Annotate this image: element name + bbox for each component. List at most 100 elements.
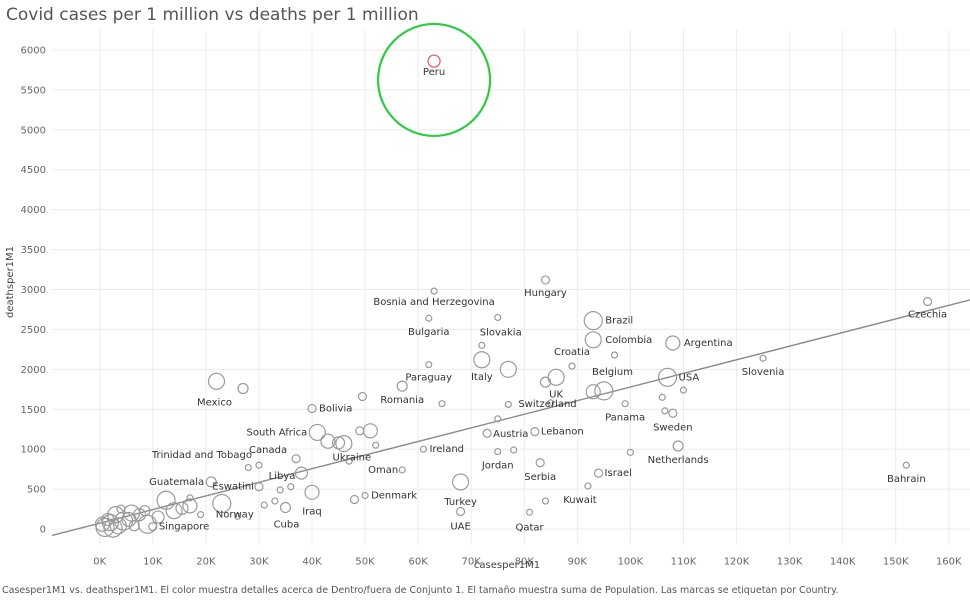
point[interactable] (237, 382, 249, 395)
x-tick-label: 70K (462, 556, 482, 567)
point[interactable] (661, 407, 669, 415)
point[interactable] (101, 512, 115, 527)
point-slovakia[interactable] (494, 313, 502, 322)
point-norway[interactable] (212, 493, 232, 514)
point[interactable] (165, 502, 183, 520)
point[interactable] (271, 497, 279, 505)
point-brazil[interactable] (583, 311, 603, 331)
point-netherlands[interactable] (672, 440, 684, 452)
point[interactable] (626, 448, 634, 456)
point[interactable] (585, 384, 601, 400)
point-label: Argentina (684, 338, 733, 349)
point-paraguay[interactable] (425, 360, 433, 369)
point-kuwait[interactable] (584, 482, 592, 490)
point-switzerland[interactable] (539, 376, 552, 388)
point-qatar[interactable] (525, 508, 534, 516)
point[interactable] (541, 497, 550, 505)
point-hungary[interactable] (540, 275, 551, 285)
point[interactable] (196, 511, 205, 519)
point[interactable] (438, 400, 446, 408)
point-denmark[interactable] (361, 491, 369, 500)
point-trinidad-and-tobago[interactable] (255, 461, 263, 469)
point-croatia[interactable] (568, 362, 576, 370)
point-singapore[interactable] (148, 522, 158, 532)
point-label: Eswatini (212, 482, 254, 493)
point[interactable] (372, 441, 380, 449)
point-austria[interactable] (482, 428, 492, 438)
point-label: Israel (605, 468, 632, 479)
point[interactable] (355, 426, 365, 436)
x-tick-label: 30K (249, 556, 269, 567)
point-argentina[interactable] (665, 335, 681, 351)
point-bosnia-and-herzegovina[interactable] (430, 287, 438, 295)
point-guatemala[interactable] (205, 476, 217, 488)
point-romania[interactable] (396, 380, 408, 392)
point-serbia[interactable] (535, 458, 545, 468)
point-ukraine[interactable] (335, 434, 353, 453)
point[interactable] (128, 520, 140, 532)
point-label: Mexico (197, 397, 232, 408)
point-label: Iraq (302, 506, 322, 517)
point[interactable] (137, 514, 158, 534)
point[interactable] (331, 436, 346, 450)
point[interactable] (679, 386, 688, 394)
point[interactable] (287, 483, 295, 491)
point-bolivia[interactable] (307, 403, 317, 414)
point[interactable] (504, 400, 512, 409)
point-label: Bolivia (319, 403, 352, 414)
point-turkey[interactable] (451, 473, 470, 491)
point-jordan[interactable] (494, 447, 502, 456)
point[interactable] (349, 494, 360, 505)
point-lebanon[interactable] (530, 427, 540, 437)
point-label: USA (679, 372, 700, 383)
point-mexico[interactable] (207, 372, 226, 390)
point[interactable] (594, 381, 614, 401)
point[interactable] (175, 501, 189, 515)
point-label: Ukraine (333, 453, 372, 464)
point[interactable] (357, 391, 368, 402)
point[interactable] (234, 512, 242, 520)
point-cuba[interactable] (279, 501, 292, 514)
point[interactable] (499, 360, 517, 378)
point-sweden[interactable] (668, 408, 678, 418)
point[interactable] (182, 498, 198, 514)
point[interactable] (547, 399, 555, 407)
point[interactable] (186, 494, 194, 502)
point-label: Singapore (159, 522, 209, 533)
point-bulgaria[interactable] (425, 314, 433, 322)
point[interactable] (510, 446, 518, 454)
point[interactable] (260, 501, 268, 509)
point-iraq[interactable] (304, 484, 320, 500)
point[interactable] (116, 504, 126, 514)
point[interactable] (320, 433, 336, 449)
point-bahrain[interactable] (902, 461, 910, 469)
point[interactable] (494, 415, 502, 423)
point-belgium[interactable] (610, 351, 619, 359)
point-usa[interactable] (657, 367, 678, 387)
point-panama[interactable] (621, 400, 629, 408)
point-oman[interactable] (398, 466, 406, 474)
point-uae[interactable] (455, 506, 466, 517)
point-south-africa[interactable] (308, 423, 326, 442)
point-canada[interactable] (291, 454, 301, 464)
point-eswatini[interactable] (254, 482, 264, 492)
point-libya[interactable] (294, 466, 308, 480)
point-israel[interactable] (593, 468, 604, 478)
point-colombia[interactable] (584, 331, 602, 349)
point[interactable] (276, 486, 284, 494)
highlight-circle (376, 22, 492, 138)
point[interactable] (478, 341, 486, 349)
scatter-marks[interactable] (94, 54, 933, 538)
point[interactable] (244, 463, 252, 472)
point-label: Canada (249, 445, 287, 456)
point-czechia[interactable] (922, 296, 933, 307)
point-slovenia[interactable] (759, 354, 767, 362)
point-ireland[interactable] (419, 445, 428, 453)
point[interactable] (658, 393, 666, 401)
point[interactable] (139, 505, 151, 517)
point-italy[interactable] (473, 351, 491, 369)
point-peru[interactable] (427, 54, 441, 68)
point[interactable] (362, 423, 378, 439)
point[interactable] (345, 457, 353, 465)
